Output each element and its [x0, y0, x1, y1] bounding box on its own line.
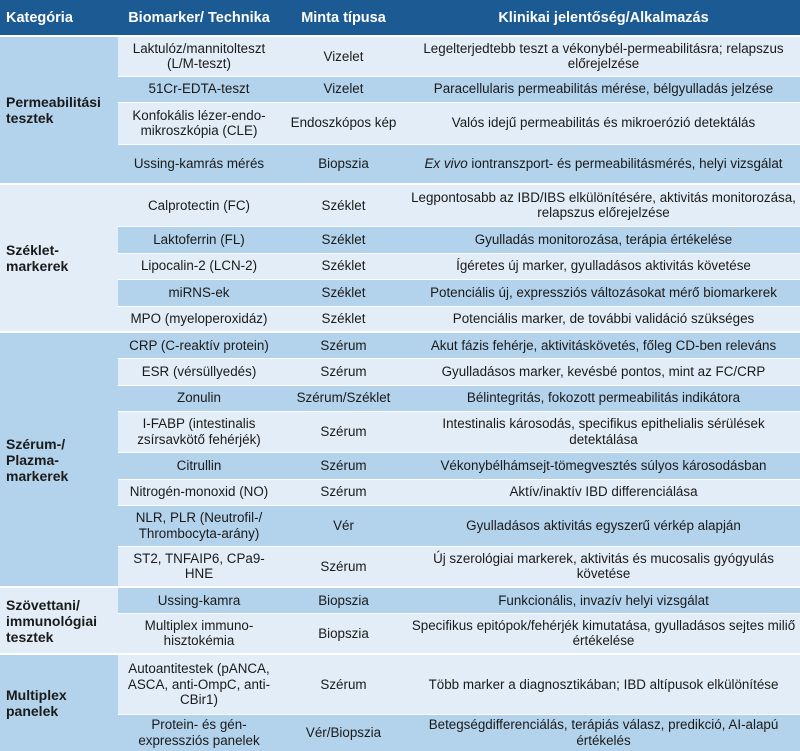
- table-row: Széklet-markerek Calprotectin (FC) Széklet…: [0, 183, 800, 332]
- header-sample: Minta típusa: [280, 0, 407, 36]
- biomarker-cell: NLR, PLR (Neutrofil-/ Thrombocyta-arány): [118, 504, 280, 546]
- category-cell: Multiplex panelek: [0, 653, 118, 751]
- sample-type-cell: Szérum: [280, 451, 407, 479]
- sample-type-cell: Széklet: [280, 183, 407, 226]
- biomarker-cell: Ussing-kamra: [118, 586, 280, 613]
- table-row: I-FABP (intestinalis zsírsavkötő fehérjé…: [0, 410, 800, 452]
- sample-type-cell: Szérum: [280, 653, 407, 714]
- table-row: Laktoferrin (FL) Széklet Gyulladás monitor…: [0, 225, 800, 253]
- table-row: Permeabilitási tesztek Laktulóz/mannitolt…: [0, 35, 800, 184]
- table-row: Multiplex immuno-hisztokémia Biopszia Spec…: [0, 612, 800, 654]
- sample-type-cell: Biopszia: [280, 143, 407, 184]
- sample-type-cell: Vér/Biopszia: [280, 713, 407, 751]
- biomarker-cell: Nitrogén-monoxid (NO): [118, 478, 280, 505]
- table-row: Szövettani/ immunológiai tesztek Ussing-k…: [0, 586, 800, 654]
- biomarker-cell: 51Cr-EDTA-teszt: [118, 75, 280, 102]
- table-row: MPO (myeloperoxidáz) Széklet Potenciális m…: [0, 305, 800, 332]
- sample-type-cell: Biopszia: [280, 586, 407, 613]
- table-row: Szérum-/ Plazma-markerek CRP (C-reaktív p…: [0, 331, 800, 587]
- table-row: ESR (vérsüllyedés) Szérum Gyulladásos mark…: [0, 357, 800, 385]
- significance-cell: Intestinalis károsodás, specifikus epith…: [407, 410, 800, 452]
- biomarker-cell: Zonulin: [118, 384, 280, 411]
- sample-type-cell: Vizelet: [280, 75, 407, 102]
- significance-cell: Funkcionális, invazív helyi vizsgálat: [407, 586, 800, 613]
- table-row: Ussing-kamrás mérés Biopszia Ex vivo iontr…: [0, 143, 800, 184]
- header-biomarker: Biomarker/ Technika: [118, 0, 280, 36]
- biomarker-cell: Ussing-kamrás mérés: [118, 143, 280, 184]
- table-row: ST2, TNFAIP6, CPa9-HNE Szérum Új szerológi…: [0, 545, 800, 587]
- category-cell: Permeabilitási tesztek: [0, 35, 118, 184]
- table-row: 51Cr-EDTA-teszt Vizelet Paracellularis per…: [0, 75, 800, 102]
- significance-cell: Ígéretes új marker, gyulladásos aktivitá…: [407, 252, 800, 279]
- sample-type-cell: Vizelet: [280, 35, 407, 76]
- category-cell: Szérum-/ Plazma-markerek: [0, 331, 118, 587]
- category-cell: Széklet-markerek: [0, 183, 118, 332]
- significance-cell: Specifikus epitópok/fehérjék kimutatása,…: [407, 612, 800, 654]
- significance-cell: Vékonybélhámsejt-tömegvesztés súlyos kár…: [407, 451, 800, 479]
- header-row: Kategória Biomarker/ Technika Minta típu…: [0, 0, 800, 36]
- biomarker-cell: miRNS-ek: [118, 278, 280, 306]
- sample-type-cell: Szérum/Széklet: [280, 384, 407, 411]
- header-category: Kategória: [0, 0, 118, 36]
- significance-cell: Bélintegritás, fokozott permeabilitás in…: [407, 384, 800, 411]
- biomarker-cell: ST2, TNFAIP6, CPa9-HNE: [118, 545, 280, 587]
- category-cell: Szövettani/ immunológiai tesztek: [0, 586, 118, 654]
- significance-cell: Paracellularis permeabilitás mérése, bél…: [407, 75, 800, 102]
- biomarker-cell: Lipocalin-2 (LCN-2): [118, 252, 280, 279]
- table-row: Zonulin Szérum/Széklet Bélintegritás, foko…: [0, 384, 800, 411]
- significance-cell: Legpontosabb az IBD/IBS elkülönítésére, …: [407, 183, 800, 226]
- significance-cell: Új szerológiai markerek, aktivitás és mu…: [407, 545, 800, 587]
- biomarker-cell: Protein- és gén-expressziós panelek: [118, 713, 280, 751]
- sample-type-cell: Széklet: [280, 305, 407, 332]
- significance-cell: Aktív/inaktív IBD differenciálása: [407, 478, 800, 505]
- table-row: Multiplex panelek Autoantitestek (pANCA, …: [0, 653, 800, 751]
- biomarker-cell: ESR (vérsüllyedés): [118, 357, 280, 385]
- table-row: miRNS-ek Széklet Potenciális új, expresszi…: [0, 278, 800, 306]
- significance-cell: Gyulladás monitorozása, terápia értékelé…: [407, 225, 800, 253]
- significance-cell: Betegségdifferenciálás, terápiás válasz,…: [407, 713, 800, 751]
- significance-cell: Valós idejű permeabilitás és mikroerózió…: [407, 101, 800, 144]
- table-row: Nitrogén-monoxid (NO) Szérum Aktív/inaktív…: [0, 478, 800, 505]
- biomarker-cell: Konfokális lézer-endo-mikroszkópia (CLE): [118, 101, 280, 144]
- biomarker-cell: Laktulóz/mannitolteszt (L/M-teszt): [118, 35, 280, 76]
- biomarker-cell: Laktoferrin (FL): [118, 225, 280, 253]
- biomarker-cell: MPO (myeloperoxidáz): [118, 305, 280, 332]
- header-significance: Klinikai jelentőség/Alkalmazás: [407, 0, 800, 36]
- biomarker-cell: Multiplex immuno-hisztokémia: [118, 612, 280, 654]
- significance-cell: Gyulladásos marker, kevésbé pontos, mint…: [407, 357, 800, 385]
- table-row: Lipocalin-2 (LCN-2) Széklet Ígéretes új ma…: [0, 252, 800, 279]
- sample-type-cell: Széklet: [280, 278, 407, 306]
- sample-type-cell: Endoszkópos kép: [280, 101, 407, 144]
- biomarker-cell: CRP (C-reaktív protein): [118, 331, 280, 358]
- table-row: NLR, PLR (Neutrofil-/ Thrombocyta-arány)…: [0, 504, 800, 546]
- significance-cell: Potenciális új, expressziós változásokat…: [407, 278, 800, 306]
- sample-type-cell: Szérum: [280, 545, 407, 587]
- significance-cell: Ex vivo iontranszport- és permeabilitásm…: [407, 143, 800, 184]
- significance-cell: Legelterjedtebb teszt a vékonybél-permea…: [407, 35, 800, 76]
- significance-cell: Több marker a diagnosztikában; IBD altíp…: [407, 653, 800, 714]
- significance-italic: Ex vivo: [424, 156, 468, 171]
- biomarker-cell: Citrullin: [118, 451, 280, 479]
- biomarker-cell: Calprotectin (FC): [118, 183, 280, 226]
- sample-type-cell: Szérum: [280, 478, 407, 505]
- table-row: Citrullin Szérum Vékonybélhámsejt-tömegves…: [0, 451, 800, 479]
- biomarker-cell: Autoantitestek (pANCA, ASCA, anti-OmpC, …: [118, 653, 280, 714]
- sample-type-cell: Széklet: [280, 225, 407, 253]
- significance-text: iontranszport- és permeabilitásmérés, he…: [467, 156, 783, 171]
- significance-cell: Akut fázis fehérje, aktivitáskövetés, fő…: [407, 331, 800, 358]
- sample-type-cell: Széklet: [280, 252, 407, 279]
- biomarker-cell: I-FABP (intestinalis zsírsavkötő fehérjé…: [118, 410, 280, 452]
- sample-type-cell: Szérum: [280, 410, 407, 452]
- sample-type-cell: Szérum: [280, 357, 407, 385]
- sample-type-cell: Szérum: [280, 331, 407, 358]
- table-row: Protein- és gén-expressziós panelek Vér/B…: [0, 713, 800, 751]
- table-row: Konfokális lézer-endo-mikroszkópia (CLE)…: [0, 101, 800, 144]
- sample-type-cell: Biopszia: [280, 612, 407, 654]
- significance-cell: Gyulladásos aktivitás egyszerű vérkép al…: [407, 504, 800, 546]
- sample-type-cell: Vér: [280, 504, 407, 546]
- significance-cell: Potenciális marker, de további validáció…: [407, 305, 800, 332]
